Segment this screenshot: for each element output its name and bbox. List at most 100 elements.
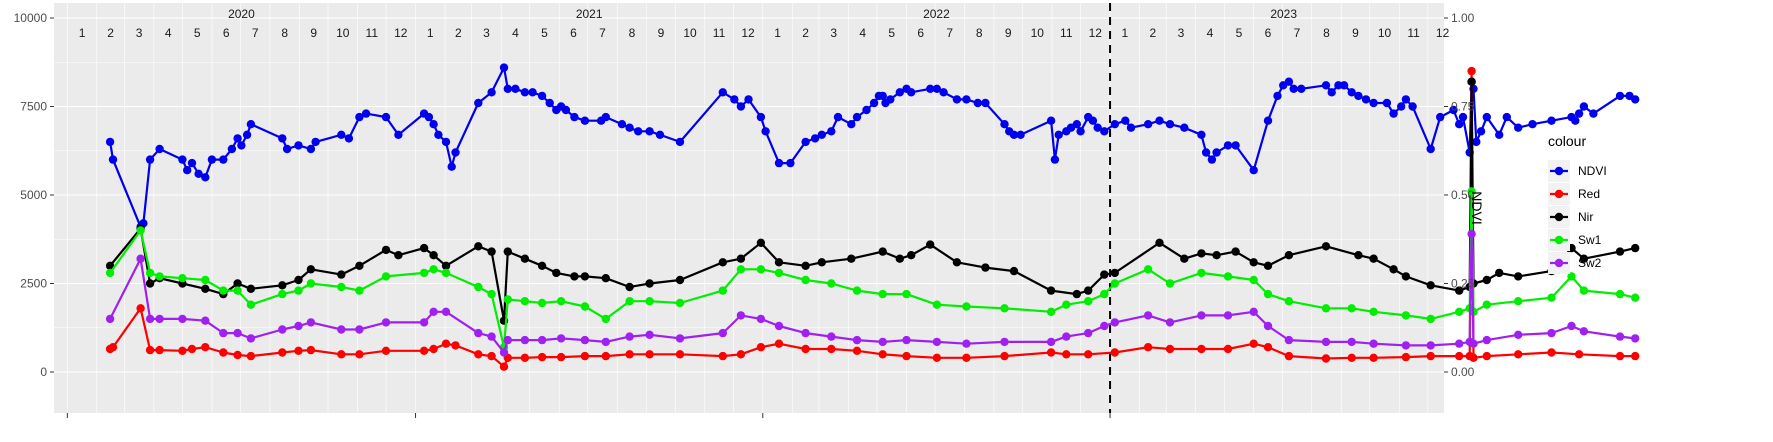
data-point (1476, 127, 1486, 136)
data-point (441, 339, 451, 348)
axes: 0 2500 5000 7500 10000 0.00 0.25 0.50 0.75 1.00 (14, 11, 1475, 418)
data-point (487, 289, 496, 299)
data-point (1284, 77, 1294, 86)
data-point (155, 272, 164, 281)
legend-title: colour (1548, 133, 1586, 149)
data-point (108, 155, 118, 164)
data-point (1615, 289, 1625, 299)
data-point (187, 344, 197, 354)
data-point (625, 297, 634, 306)
legend-key-point (1554, 212, 1564, 222)
data-point (1327, 88, 1336, 97)
data-point (932, 84, 942, 94)
data-point (1426, 341, 1435, 350)
data-point (503, 295, 512, 304)
legend: colour NDVI Red Nir Sw1 Sw2 (1548, 133, 1607, 274)
data-point (1110, 348, 1120, 357)
data-point (136, 254, 145, 263)
data-point (1472, 137, 1481, 147)
data-point (718, 328, 727, 338)
data-point (962, 339, 971, 348)
data-point (1009, 130, 1019, 139)
data-point (902, 335, 911, 345)
data-point (1180, 254, 1189, 263)
data-point (878, 350, 887, 359)
data-point (419, 318, 429, 327)
data-point (1263, 289, 1273, 299)
data-point (625, 350, 634, 359)
month-label: 4 (512, 26, 519, 40)
data-point (1284, 297, 1294, 306)
data-point (625, 282, 634, 292)
data-point (827, 332, 836, 341)
data-point (474, 328, 483, 338)
data-point (939, 88, 948, 97)
left-tick-label: 2500 (20, 277, 47, 291)
data-point (675, 334, 685, 343)
data-point (1100, 270, 1109, 279)
data-point (1284, 351, 1294, 361)
data-point (105, 137, 115, 147)
data-point (561, 105, 571, 115)
data-point (381, 318, 391, 327)
data-point (419, 268, 429, 278)
data-point (1631, 351, 1640, 361)
data-point (1354, 251, 1363, 260)
data-point (487, 332, 496, 341)
data-point (1249, 166, 1258, 175)
right-tick-label: 0.00 (1451, 365, 1475, 379)
month-label: 8 (1323, 26, 1330, 40)
month-label: 3 (136, 26, 143, 40)
data-point (451, 341, 460, 350)
data-point (878, 337, 887, 347)
data-point (1579, 102, 1589, 111)
data-point (1579, 254, 1589, 263)
data-point (503, 247, 512, 256)
month-label: 12 (1436, 26, 1450, 40)
data-point (381, 112, 391, 122)
data-point (1046, 116, 1056, 125)
data-point (233, 328, 242, 338)
data-point (736, 311, 746, 320)
data-point (1467, 66, 1476, 76)
data-point (1401, 352, 1411, 362)
data-point (520, 88, 530, 97)
data-point (520, 297, 530, 306)
data-point (827, 127, 836, 136)
data-point (601, 351, 610, 361)
data-point (187, 158, 197, 168)
data-point (1062, 300, 1071, 309)
data-point (1579, 327, 1589, 336)
data-point (1046, 307, 1056, 316)
data-point (1579, 286, 1589, 295)
data-point (1321, 242, 1331, 251)
data-point (1072, 289, 1082, 299)
data-point (1469, 339, 1478, 348)
data-point (718, 351, 727, 361)
data-point (355, 286, 364, 295)
data-point (337, 270, 346, 279)
data-point (394, 251, 403, 260)
month-label: 12 (394, 26, 408, 40)
legend-label: Sw2 (1578, 256, 1602, 270)
data-point (1455, 339, 1464, 348)
data-point (761, 127, 770, 136)
data-point (233, 286, 242, 295)
data-point (1165, 279, 1175, 288)
data-point (337, 282, 346, 292)
data-point (1143, 343, 1153, 352)
data-point (1249, 339, 1258, 348)
data-point (1046, 348, 1056, 357)
data-point (1449, 105, 1458, 115)
data-point (580, 116, 590, 125)
series-line-sw2 (109, 232, 1636, 354)
month-label: 9 (1352, 26, 1359, 40)
data-point (207, 155, 217, 164)
legend-key-point (1554, 189, 1564, 199)
data-point (487, 88, 496, 97)
data-point (1469, 353, 1478, 362)
data-point (756, 112, 766, 122)
data-point (487, 351, 496, 361)
data-point (178, 155, 187, 164)
